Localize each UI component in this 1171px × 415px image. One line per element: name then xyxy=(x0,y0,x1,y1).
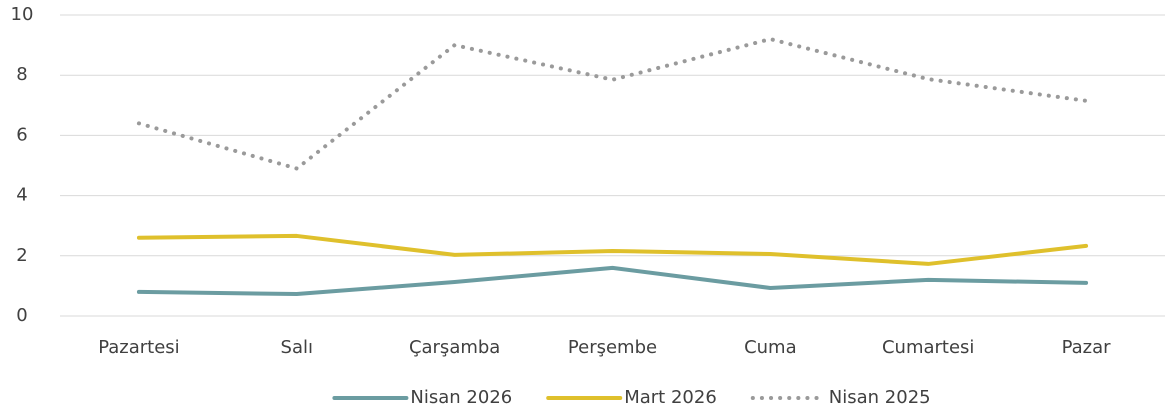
x-tick-label: Salı xyxy=(281,337,313,358)
x-tick-label: Pazar xyxy=(1062,337,1112,358)
legend-label: Mart 2026 xyxy=(624,387,717,408)
x-tick-label: Cuma xyxy=(744,337,797,358)
y-tick-label: 4 xyxy=(16,185,27,206)
x-tick-label: Cumartesi xyxy=(882,337,974,358)
series-line xyxy=(136,265,1089,297)
y-tick-label: 2 xyxy=(16,245,27,266)
legend-label: Nisan 2026 xyxy=(410,387,512,408)
x-tick-label: Perşembe xyxy=(568,337,657,358)
x-tick-label: Pazartesi xyxy=(98,337,179,358)
series-line xyxy=(136,37,1089,171)
y-tick-label: 0 xyxy=(16,305,27,326)
y-tick-label: 8 xyxy=(16,64,27,85)
y-tick-label: 10 xyxy=(11,4,34,25)
y-tick-label: 6 xyxy=(16,124,27,145)
series-line xyxy=(136,233,1089,266)
x-tick-label: Çarşamba xyxy=(409,337,500,358)
legend-label: Nisan 2025 xyxy=(829,387,931,408)
